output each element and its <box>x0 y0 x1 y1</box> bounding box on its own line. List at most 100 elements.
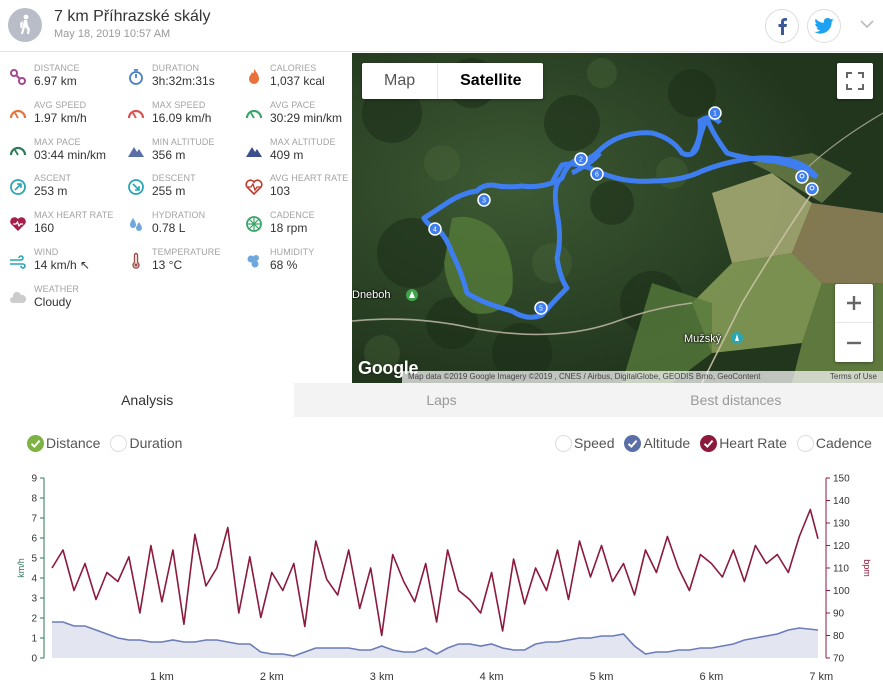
stat-label: Max Altitude <box>270 136 336 147</box>
heart-rate-line <box>51 508 819 637</box>
x-tick-label: 3 km <box>370 671 394 683</box>
activity-title: 7 km Příhrazské skály <box>54 8 211 25</box>
route-map[interactable]: 1 2 3 4 5 6 Dneboh Mužský Map Satellite <box>352 53 883 383</box>
analysis-chart[interactable]: 0 1 2 3 4 5 6 7 8 9 70 80 90 100 110 120 130 140 150 km/h bp… <box>0 460 883 697</box>
unchecked-radio[interactable] <box>555 434 572 452</box>
descent-icon <box>126 177 146 197</box>
y-left-axis-label: km/h <box>16 558 26 578</box>
pace-gauge-icon <box>244 104 264 124</box>
start-marker[interactable] <box>795 170 809 184</box>
y-option-heart-rate[interactable]: Heart Rate <box>700 434 787 452</box>
stat-max-speed: Max Speed 16.09 km/h <box>118 100 236 134</box>
option-label: Speed <box>574 435 615 451</box>
mountain-icon <box>244 141 264 161</box>
waypoint-6[interactable]: 6 <box>590 167 604 181</box>
x-tick-label: 4 km <box>480 671 504 683</box>
waypoint-4[interactable]: 4 <box>428 222 442 236</box>
stat-value: 18 rpm <box>270 221 308 236</box>
svg-text:1: 1 <box>713 111 717 118</box>
ascent-icon <box>8 177 28 197</box>
zoom-out-button[interactable] <box>835 323 873 362</box>
stat-label: Weather <box>34 283 80 294</box>
stat-avg-heart-rate: Avg Heart Rate 103 <box>236 173 354 207</box>
heart-icon <box>8 214 28 234</box>
stat-max-heart-rate: Max Heart Rate 160 <box>0 210 118 244</box>
zoom-in-button[interactable] <box>835 284 873 323</box>
route-icon <box>8 67 28 87</box>
y-option-cadence[interactable]: Cadence <box>796 434 872 452</box>
stat-value: 68 % <box>270 258 298 272</box>
stat-label: Max Speed <box>152 99 206 110</box>
y-left-tick-label: 1 <box>31 634 37 645</box>
y-left-tick-label: 3 <box>31 594 37 605</box>
stat-calories: Calories 1,037 kcal <box>236 63 354 97</box>
y-left-tick-label: 9 <box>31 474 37 485</box>
stat-descent: Descent 255 m <box>118 173 236 207</box>
checked-icon[interactable] <box>700 434 718 452</box>
y-option-altitude[interactable]: Altitude <box>624 434 690 452</box>
tab-best-distances[interactable]: Best distances <box>588 383 883 417</box>
y-left-tick-label: 4 <box>31 574 37 585</box>
y-left-tick-label: 7 <box>31 514 37 525</box>
checked-icon[interactable] <box>27 434 44 452</box>
y-option-speed[interactable]: Speed <box>555 434 615 452</box>
stat-label: Temperature <box>152 247 221 257</box>
svg-text:5: 5 <box>539 306 543 313</box>
stat-value: 16.09 km/h <box>152 110 212 125</box>
unchecked-radio[interactable] <box>110 434 128 452</box>
checked-icon[interactable] <box>624 434 642 452</box>
stat-value: 356 m <box>152 147 186 162</box>
option-label: Distance <box>46 435 101 451</box>
hiker-icon <box>20 14 30 34</box>
stat-value: 03:44 min/km <box>34 147 107 162</box>
waypoint-5[interactable]: 5 <box>534 301 548 315</box>
stat-value: 160 <box>34 221 55 236</box>
stat-min-altitude: Min Altitude 356 m <box>118 137 236 171</box>
facebook-share-button[interactable] <box>765 9 799 43</box>
twitter-icon <box>814 18 834 34</box>
x-tick-label: 2 km <box>260 671 284 683</box>
stat-label: Ascent <box>34 173 72 184</box>
terms-of-use-link[interactable]: Terms of Use <box>829 372 877 381</box>
x-option-distance[interactable]: Distance <box>27 434 101 452</box>
waypoint-2[interactable]: 2 <box>574 152 588 166</box>
y-right-tick-label: 150 <box>833 474 850 485</box>
map-type-map-button[interactable]: Map <box>362 63 439 99</box>
x-tick-label: 6 km <box>699 671 723 683</box>
stats-panel: Distance 6.97 km Duration 3h:32m:31s Calorie… <box>0 53 352 383</box>
y-right-tick-label: 130 <box>833 519 850 530</box>
attribution-text: Map data ©2019 Google Imagery ©2019 , CN… <box>408 372 761 381</box>
x-tick-label: 7 km <box>809 671 833 683</box>
stat-value: 3h:32m:31s <box>152 74 215 88</box>
chevron-down-icon[interactable] <box>858 15 876 33</box>
unchecked-radio[interactable] <box>796 434 814 452</box>
thermometer-icon <box>126 251 146 271</box>
tab-analysis[interactable]: Analysis <box>0 383 295 417</box>
y-right-tick-label: 140 <box>833 496 850 507</box>
stat-weather: Weather Cloudy <box>0 284 118 318</box>
stat-max-pace: Max Pace 03:44 min/km <box>0 137 118 171</box>
y-left-tick-label: 2 <box>31 614 37 625</box>
svg-text:2: 2 <box>579 157 583 164</box>
stat-label: Max Heart Rate <box>34 210 114 221</box>
stat-label: Avg Pace <box>270 99 316 110</box>
map-type-satellite-button[interactable]: Satellite <box>460 72 522 89</box>
waypoint-3[interactable]: 3 <box>477 193 491 207</box>
tab-laps[interactable]: Laps <box>294 383 589 417</box>
stopwatch-icon <box>126 67 146 87</box>
activity-header: 7 km Příhrazské skály May 18, 2019 10:57… <box>0 0 883 52</box>
finish-marker[interactable] <box>805 182 819 196</box>
stat-label: Max Pace <box>34 136 81 147</box>
twitter-share-button[interactable] <box>807 9 841 43</box>
stat-value: 409 m <box>270 147 304 162</box>
stat-value: 1.97 km/h <box>34 110 87 125</box>
map-type-control: Map Satellite <box>362 63 544 99</box>
place-label: Mužský <box>684 333 722 345</box>
altitude-area <box>52 622 818 658</box>
x-option-duration[interactable]: Duration <box>110 434 182 452</box>
satellite-imagery: 1 2 3 4 5 6 <box>352 53 883 383</box>
zoom-control <box>835 284 873 362</box>
fullscreen-button[interactable] <box>837 63 873 99</box>
waypoint-1[interactable]: 1 <box>708 106 722 120</box>
svg-text:6: 6 <box>595 172 599 179</box>
